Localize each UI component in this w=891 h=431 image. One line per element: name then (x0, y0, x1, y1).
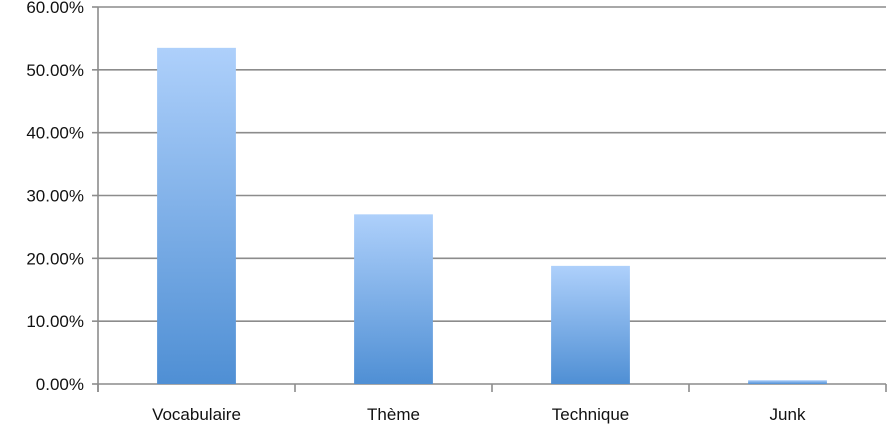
x-tick-label: Technique (552, 405, 630, 424)
x-tick-labels: Vocabulaire Thème Technique Junk (152, 405, 806, 424)
y-tick-label: 50.00% (26, 61, 84, 80)
bar-th-me (354, 214, 433, 384)
y-tick-label: 40.00% (26, 124, 84, 143)
y-tick-label: 10.00% (26, 312, 84, 331)
x-tick-label: Vocabulaire (152, 405, 241, 424)
bar-junk (748, 380, 827, 384)
y-tick-label: 60.00% (26, 0, 84, 17)
x-tick-label: Junk (770, 405, 806, 424)
y-tick-label: 20.00% (26, 249, 84, 268)
y-tick-label: 30.00% (26, 187, 84, 206)
bar-technique (551, 265, 630, 384)
y-tick-label: 0.00% (36, 375, 84, 394)
x-tick-label: Thème (367, 405, 420, 424)
bar-vocabulaire (157, 47, 236, 384)
bars (157, 47, 827, 384)
y-tick-labels: 0.00% 10.00% 20.00% 30.00% 40.00% 50.00% 60.00… (26, 0, 84, 394)
